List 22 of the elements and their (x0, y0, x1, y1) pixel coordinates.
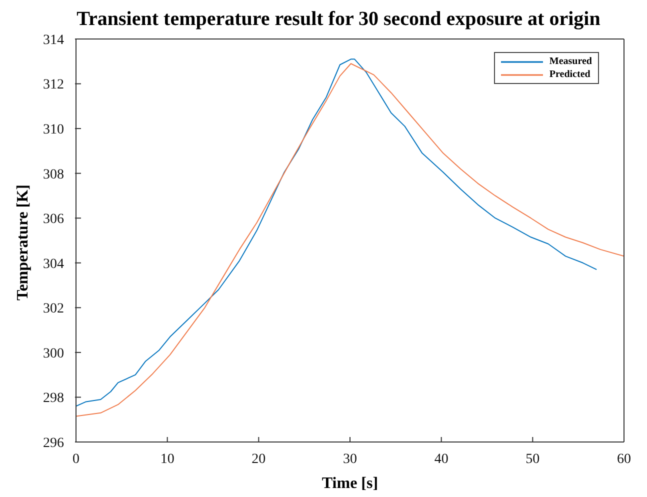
legend-label: Predicted (549, 68, 590, 81)
y-tick-label: 298 (43, 391, 64, 406)
x-tick-label: 0 (72, 452, 80, 467)
y-tick-label: 302 (43, 302, 64, 317)
x-axis-title: Time [s] (322, 475, 378, 492)
chart-title: Transient temperature result for 30 second exposure at origin (76, 8, 602, 32)
y-tick-label: 304 (43, 256, 64, 272)
x-tick-label: 60 (617, 452, 631, 467)
legend-label: Measured (549, 55, 592, 68)
x-tick-label: 50 (526, 452, 540, 467)
y-tick-label: 312 (43, 78, 64, 93)
x-tick-label: 10 (160, 452, 174, 467)
y-axis-title: Temperature [K] (14, 184, 32, 300)
x-tick-label: 30 (343, 452, 357, 467)
y-tick-label: 308 (43, 167, 64, 182)
y-tick-label: 310 (43, 122, 64, 138)
x-tick-label: 40 (434, 452, 448, 467)
x-tick-label: 20 (252, 452, 266, 467)
y-tick-label: 300 (43, 346, 64, 362)
y-tick-label: 314 (43, 32, 64, 48)
y-tick-label: 296 (43, 436, 64, 451)
y-tick-label: 306 (43, 212, 64, 228)
